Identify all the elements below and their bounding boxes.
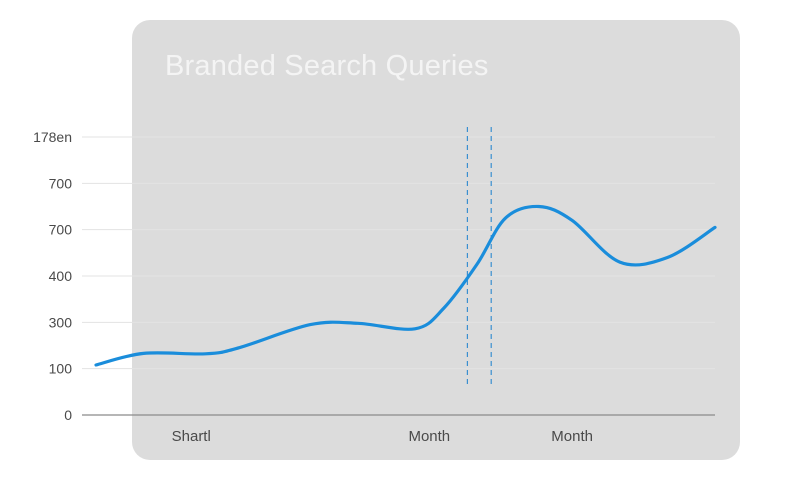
x-tick-label: Month [551,428,593,445]
chart-title: Branded Search Queries [165,50,489,82]
y-tick-label: 178en [33,129,72,145]
annotations [466,127,492,388]
y-axis-ticks: 0 100 300 400 700 700 178en [33,129,72,423]
y-tick-label: 700 [49,175,73,191]
y-tick-label: 400 [49,268,73,284]
chart-card [132,20,740,460]
y-tick-label: 0 [64,407,72,423]
x-axis-ticks: Shartl Month Month [172,428,593,445]
gridlines [82,136,715,370]
y-tick-label: 300 [49,314,73,330]
x-tick-label: Shartl [172,428,211,445]
series-line [94,204,717,367]
y-tick-label: 100 [49,361,73,377]
y-tick-label: 700 [49,222,73,238]
series-layer [94,204,717,367]
x-tick-label: Month [408,428,450,445]
